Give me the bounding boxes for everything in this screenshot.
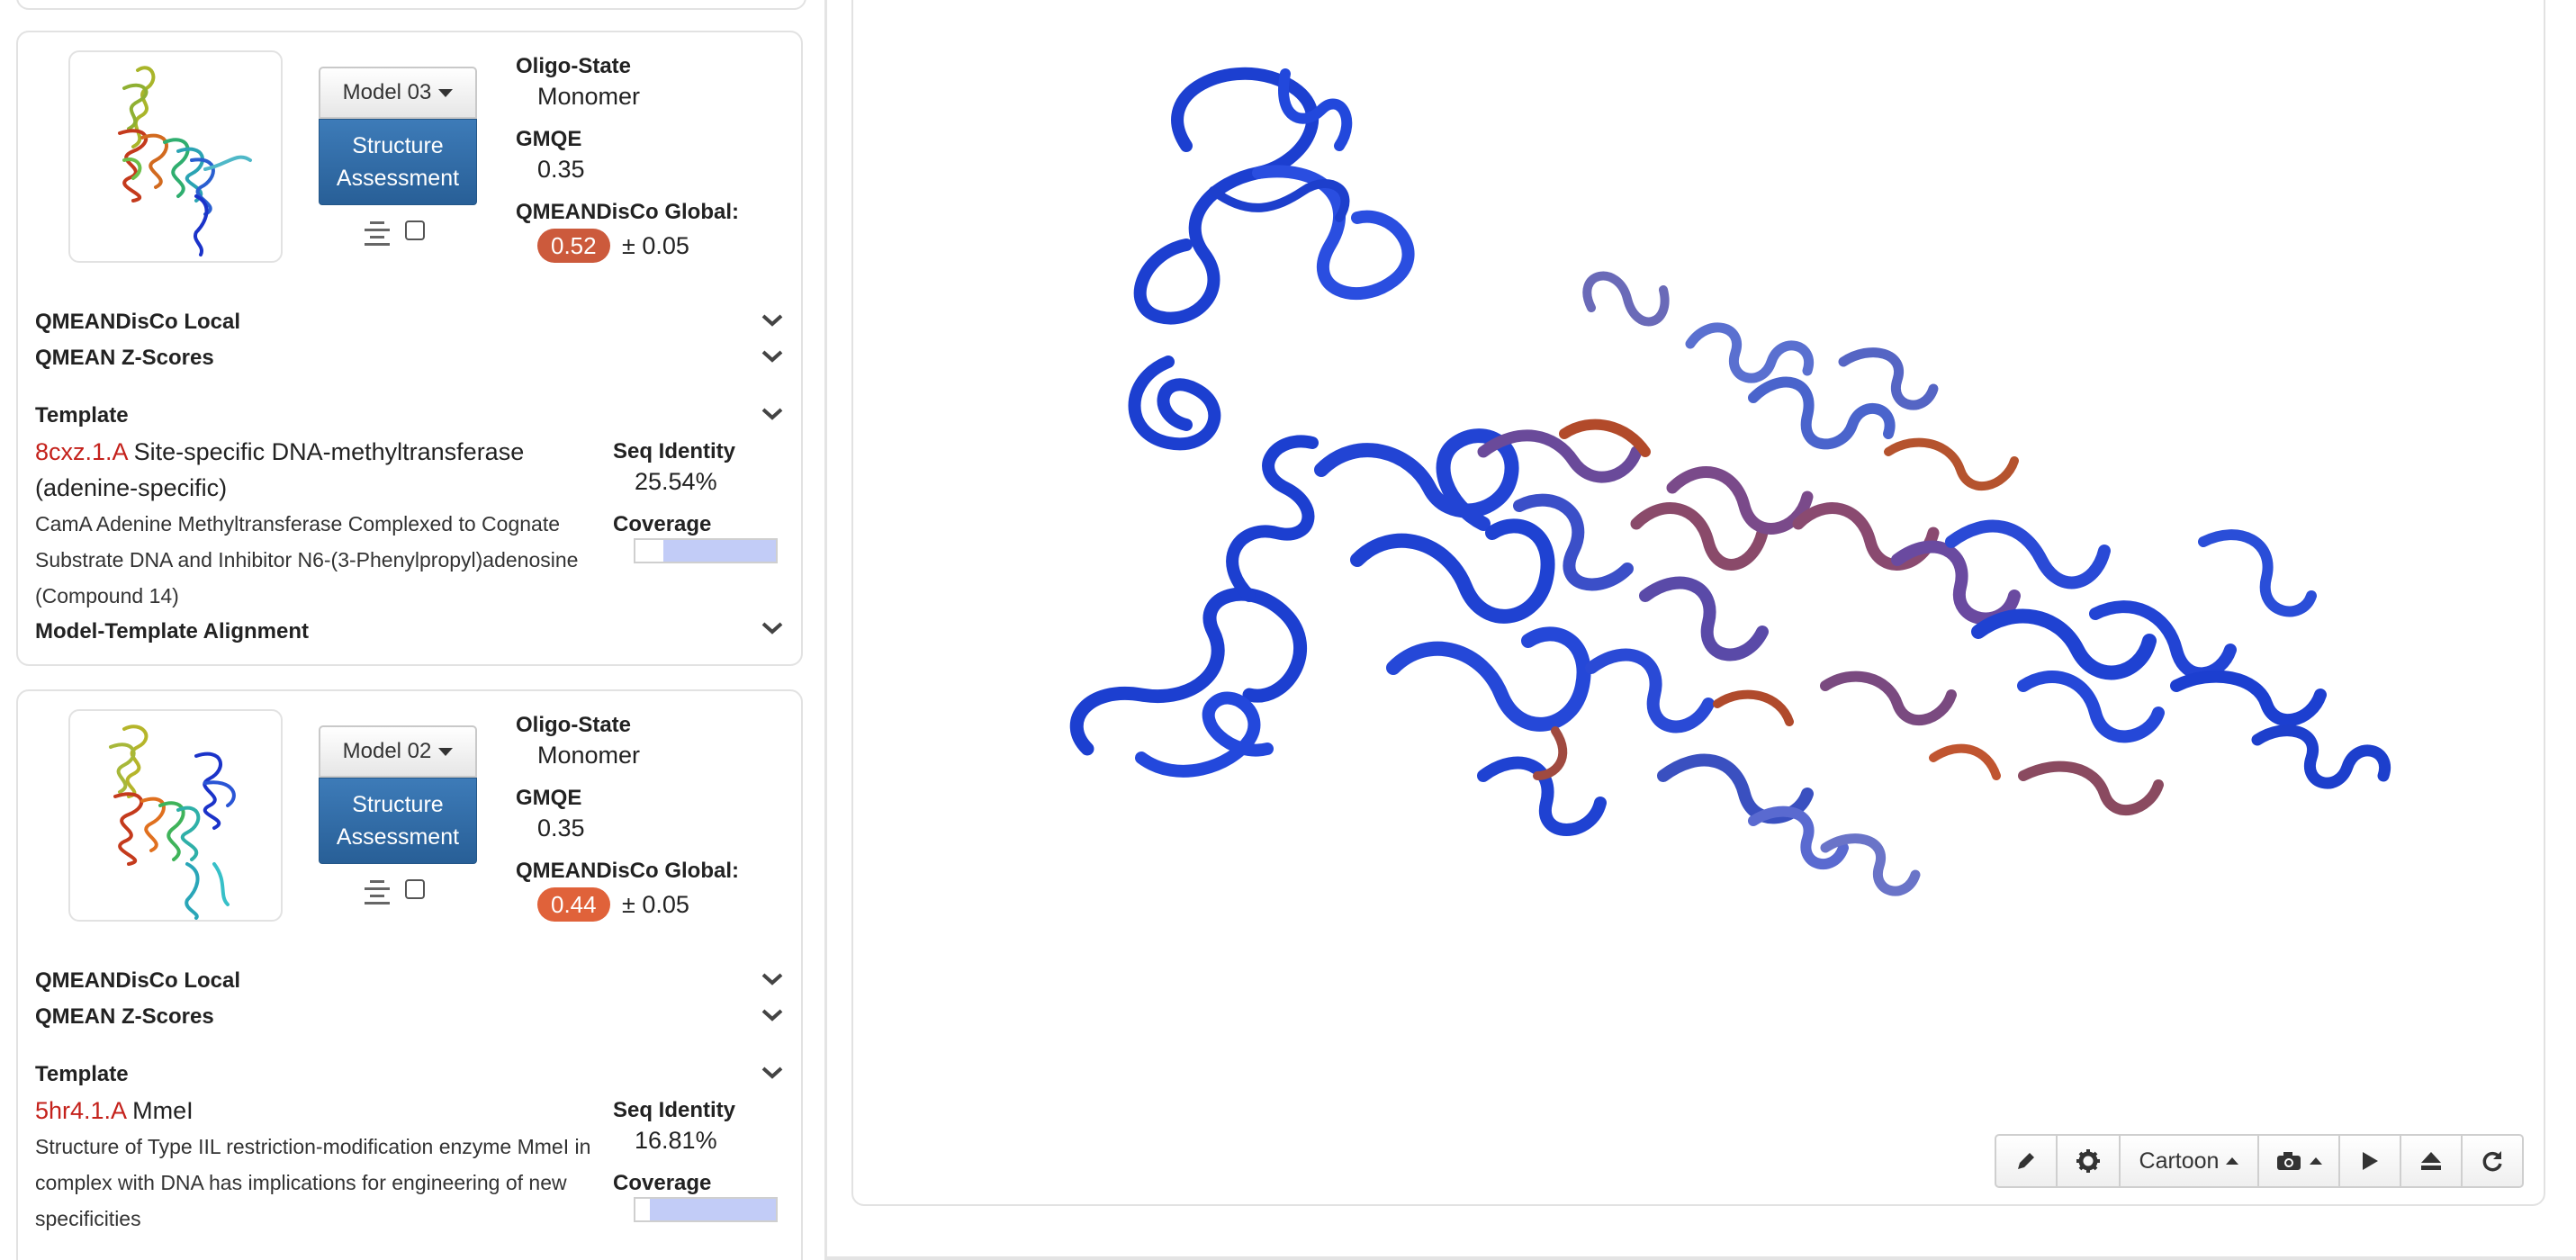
coverage-fill	[649, 1199, 776, 1220]
assessment-label-line1: Structure	[352, 133, 444, 158]
model-select-button[interactable]: Model 02	[319, 725, 477, 778]
select-model-checkbox[interactable]	[405, 220, 425, 240]
template-description: Structure of Type IIL restriction-modifi…	[35, 1135, 591, 1230]
camera-icon	[2277, 1152, 2301, 1170]
seq-identity-value: 16.81%	[635, 1127, 717, 1154]
template-label[interactable]: Template	[35, 403, 129, 428]
qmean-local-label[interactable]: QMEANDisCo Local	[35, 968, 241, 993]
assessment-label-line1: Structure	[352, 792, 444, 817]
qmean-error: ± 0.05	[622, 232, 689, 259]
template-label[interactable]: Template	[35, 1062, 129, 1086]
qmean-score-badge: 0.44	[537, 887, 610, 922]
structure-assessment-button[interactable]: Structure Assessment	[319, 778, 477, 864]
template-name: Site-specific DNA-methyltransferase	[133, 438, 525, 465]
model-select-button[interactable]: Model 03	[319, 67, 477, 119]
coverage-label: Coverage	[613, 1171, 712, 1195]
template-title: 5hr4.1.A MmeI	[35, 1093, 620, 1129]
chevron-down-icon[interactable]	[761, 349, 784, 364]
footer-divider	[824, 1256, 2576, 1260]
representation-label: Cartoon	[2139, 1148, 2220, 1174]
coverage-bar	[634, 1197, 778, 1222]
model-select-label: Model 03	[342, 80, 432, 104]
chevron-down-icon[interactable]	[761, 1066, 784, 1080]
protein-structure-image[interactable]	[853, 0, 2544, 1204]
gmqe-label: GMQE	[516, 127, 582, 151]
viewer-toolbar: Cartoon	[1995, 1134, 2524, 1188]
template-title: 8cxz.1.A Site-specific DNA-methyltransfe…	[35, 434, 620, 470]
oligo-state-label: Oligo-State	[516, 54, 632, 78]
model-thumbnail[interactable]	[68, 709, 283, 922]
chevron-down-icon	[438, 88, 454, 97]
chevron-down-icon[interactable]	[761, 313, 784, 328]
snapshot-dropdown[interactable]	[2257, 1134, 2340, 1188]
structure-viewer[interactable]	[851, 0, 2545, 1206]
assessment-label-line2: Assessment	[336, 824, 460, 850]
oligo-state-value: Monomer	[537, 83, 641, 110]
qmean-zscores-label[interactable]: QMEAN Z-Scores	[35, 346, 214, 370]
assessment-label-line2: Assessment	[336, 166, 460, 191]
select-model-checkbox[interactable]	[405, 879, 425, 899]
align-center-icon[interactable]	[365, 880, 390, 904]
template-description: CamA Adenine Methyltransferase Complexed…	[35, 512, 579, 608]
seq-identity-label: Seq Identity	[613, 439, 736, 464]
chevron-down-icon[interactable]	[761, 621, 784, 635]
alignment-label[interactable]: Model-Template Alignment	[35, 619, 310, 644]
refresh-icon	[2482, 1151, 2502, 1172]
template-id-link[interactable]: 5hr4.1.A	[35, 1097, 126, 1124]
chevron-down-icon[interactable]	[761, 407, 784, 421]
eject-button[interactable]	[2400, 1134, 2463, 1188]
model-card-03: Model 03 Structure Assessment Oligo-State…	[16, 31, 803, 666]
seq-identity-value: 25.54%	[635, 468, 717, 495]
qmean-local-label[interactable]: QMEANDisCo Local	[35, 310, 241, 334]
caret-up-icon	[2310, 1157, 2322, 1165]
model-card-02: Model 02 Structure Assessment Oligo-State…	[16, 689, 803, 1260]
chevron-down-icon[interactable]	[761, 972, 784, 986]
chevron-down-icon[interactable]	[761, 1008, 784, 1022]
qmean-error: ± 0.05	[622, 891, 689, 918]
structure-assessment-button[interactable]: Structure Assessment	[319, 119, 477, 205]
gear-icon	[2076, 1149, 2100, 1173]
protein-thumbnail-icon	[109, 724, 236, 920]
caret-up-icon	[2226, 1157, 2239, 1165]
play-icon	[2363, 1152, 2378, 1170]
panel-divider	[824, 0, 827, 1260]
reset-view-button[interactable]	[2461, 1134, 2524, 1188]
pencil-icon	[2018, 1153, 2034, 1169]
edit-button[interactable]	[1995, 1134, 2058, 1188]
gmqe-value: 0.35	[537, 814, 585, 842]
qmean-zscores-label[interactable]: QMEAN Z-Scores	[35, 1004, 214, 1029]
model-list: Model 03 Structure Assessment Oligo-State…	[0, 0, 824, 1260]
representation-dropdown[interactable]: Cartoon	[2119, 1134, 2259, 1188]
coverage-label: Coverage	[613, 512, 712, 536]
oligo-state-value: Monomer	[537, 742, 641, 769]
align-center-icon[interactable]	[365, 221, 390, 246]
chevron-down-icon	[438, 747, 454, 756]
play-button[interactable]	[2338, 1134, 2401, 1188]
settings-button[interactable]	[2056, 1134, 2121, 1188]
template-id-link[interactable]: 8cxz.1.A	[35, 438, 128, 465]
coverage-bar	[634, 538, 778, 563]
oligo-state-label: Oligo-State	[516, 713, 632, 737]
qmean-score-badge: 0.52	[537, 229, 610, 263]
previous-card-edge	[16, 0, 806, 10]
template-name-continued: (adenine-specific)	[35, 474, 228, 501]
qmean-global-label: QMEANDisCo Global:	[516, 200, 740, 224]
seq-identity-label: Seq Identity	[613, 1098, 736, 1122]
coverage-fill	[663, 540, 776, 562]
gmqe-label: GMQE	[516, 786, 582, 810]
protein-thumbnail-icon	[118, 66, 252, 256]
eject-icon	[2421, 1152, 2441, 1170]
template-name: MmeI	[132, 1097, 194, 1124]
model-select-label: Model 02	[342, 739, 432, 763]
qmean-global-label: QMEANDisCo Global:	[516, 859, 740, 883]
model-thumbnail[interactable]	[68, 50, 283, 263]
gmqe-value: 0.35	[537, 156, 585, 183]
